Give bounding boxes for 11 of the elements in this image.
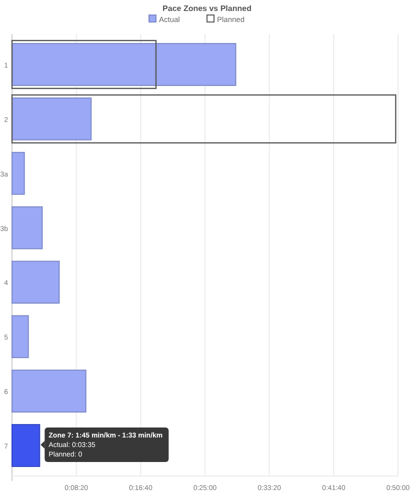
bar <box>12 424 40 467</box>
bar <box>12 43 236 86</box>
bar <box>12 152 25 195</box>
bar <box>12 206 43 250</box>
bar <box>12 315 29 358</box>
bar <box>12 370 86 413</box>
bar <box>11 94 396 144</box>
bar <box>12 260 60 304</box>
bar <box>12 97 92 140</box>
chart-title: Pace Zones vs Planned <box>162 4 252 13</box>
bar <box>11 40 157 90</box>
